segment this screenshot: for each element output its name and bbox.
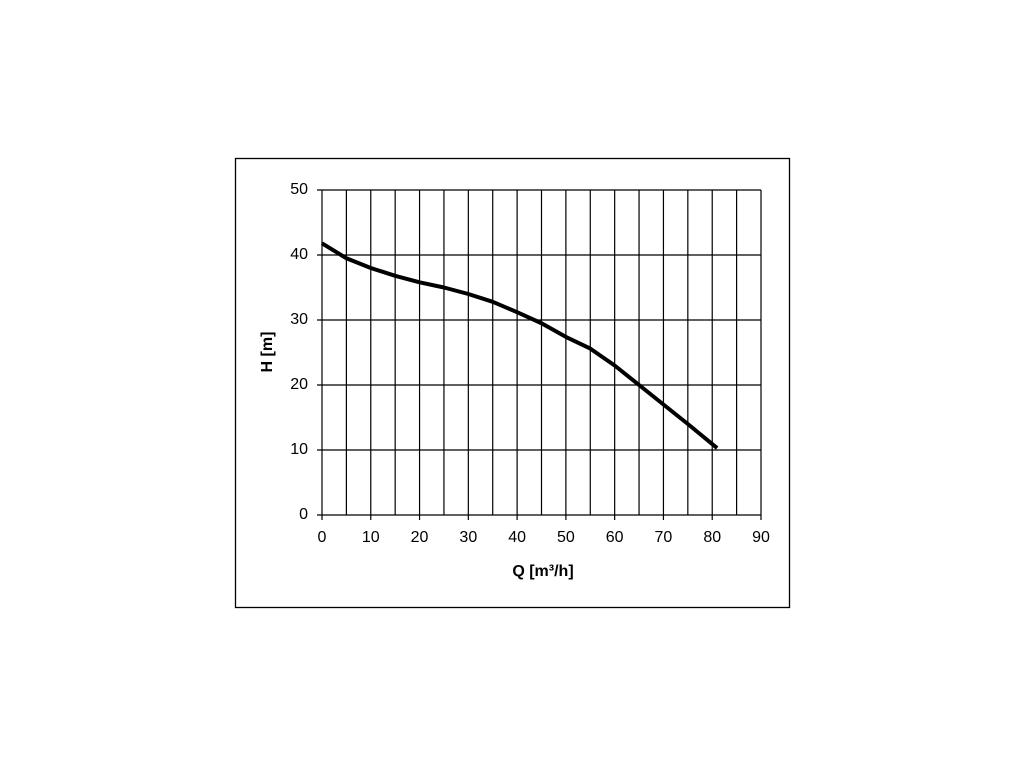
y-tick-label: 50 — [290, 181, 308, 198]
chart-frame — [234, 157, 791, 609]
x-tick-label: 40 — [508, 529, 526, 546]
y-tick-label: 40 — [290, 246, 308, 263]
y-tick-label: 30 — [290, 311, 308, 328]
x-axis-label: Q [m³/h] — [512, 563, 573, 580]
x-tick-label: 10 — [362, 529, 380, 546]
x-tick-label: 80 — [703, 529, 721, 546]
x-tick-label: 60 — [606, 529, 624, 546]
y-axis-label: H [m] — [259, 332, 276, 373]
y-tick-label: 20 — [290, 376, 308, 393]
y-tick-label: 0 — [299, 506, 308, 523]
y-tick-label: 10 — [290, 441, 308, 458]
x-tick-label: 20 — [411, 529, 429, 546]
x-tick-label: 90 — [752, 529, 770, 546]
curve — [320, 241, 719, 450]
x-tick-label: 50 — [557, 529, 575, 546]
x-tick-label: 70 — [655, 529, 673, 546]
x-tick-label: 0 — [318, 529, 327, 546]
x-tick-label: 30 — [459, 529, 477, 546]
